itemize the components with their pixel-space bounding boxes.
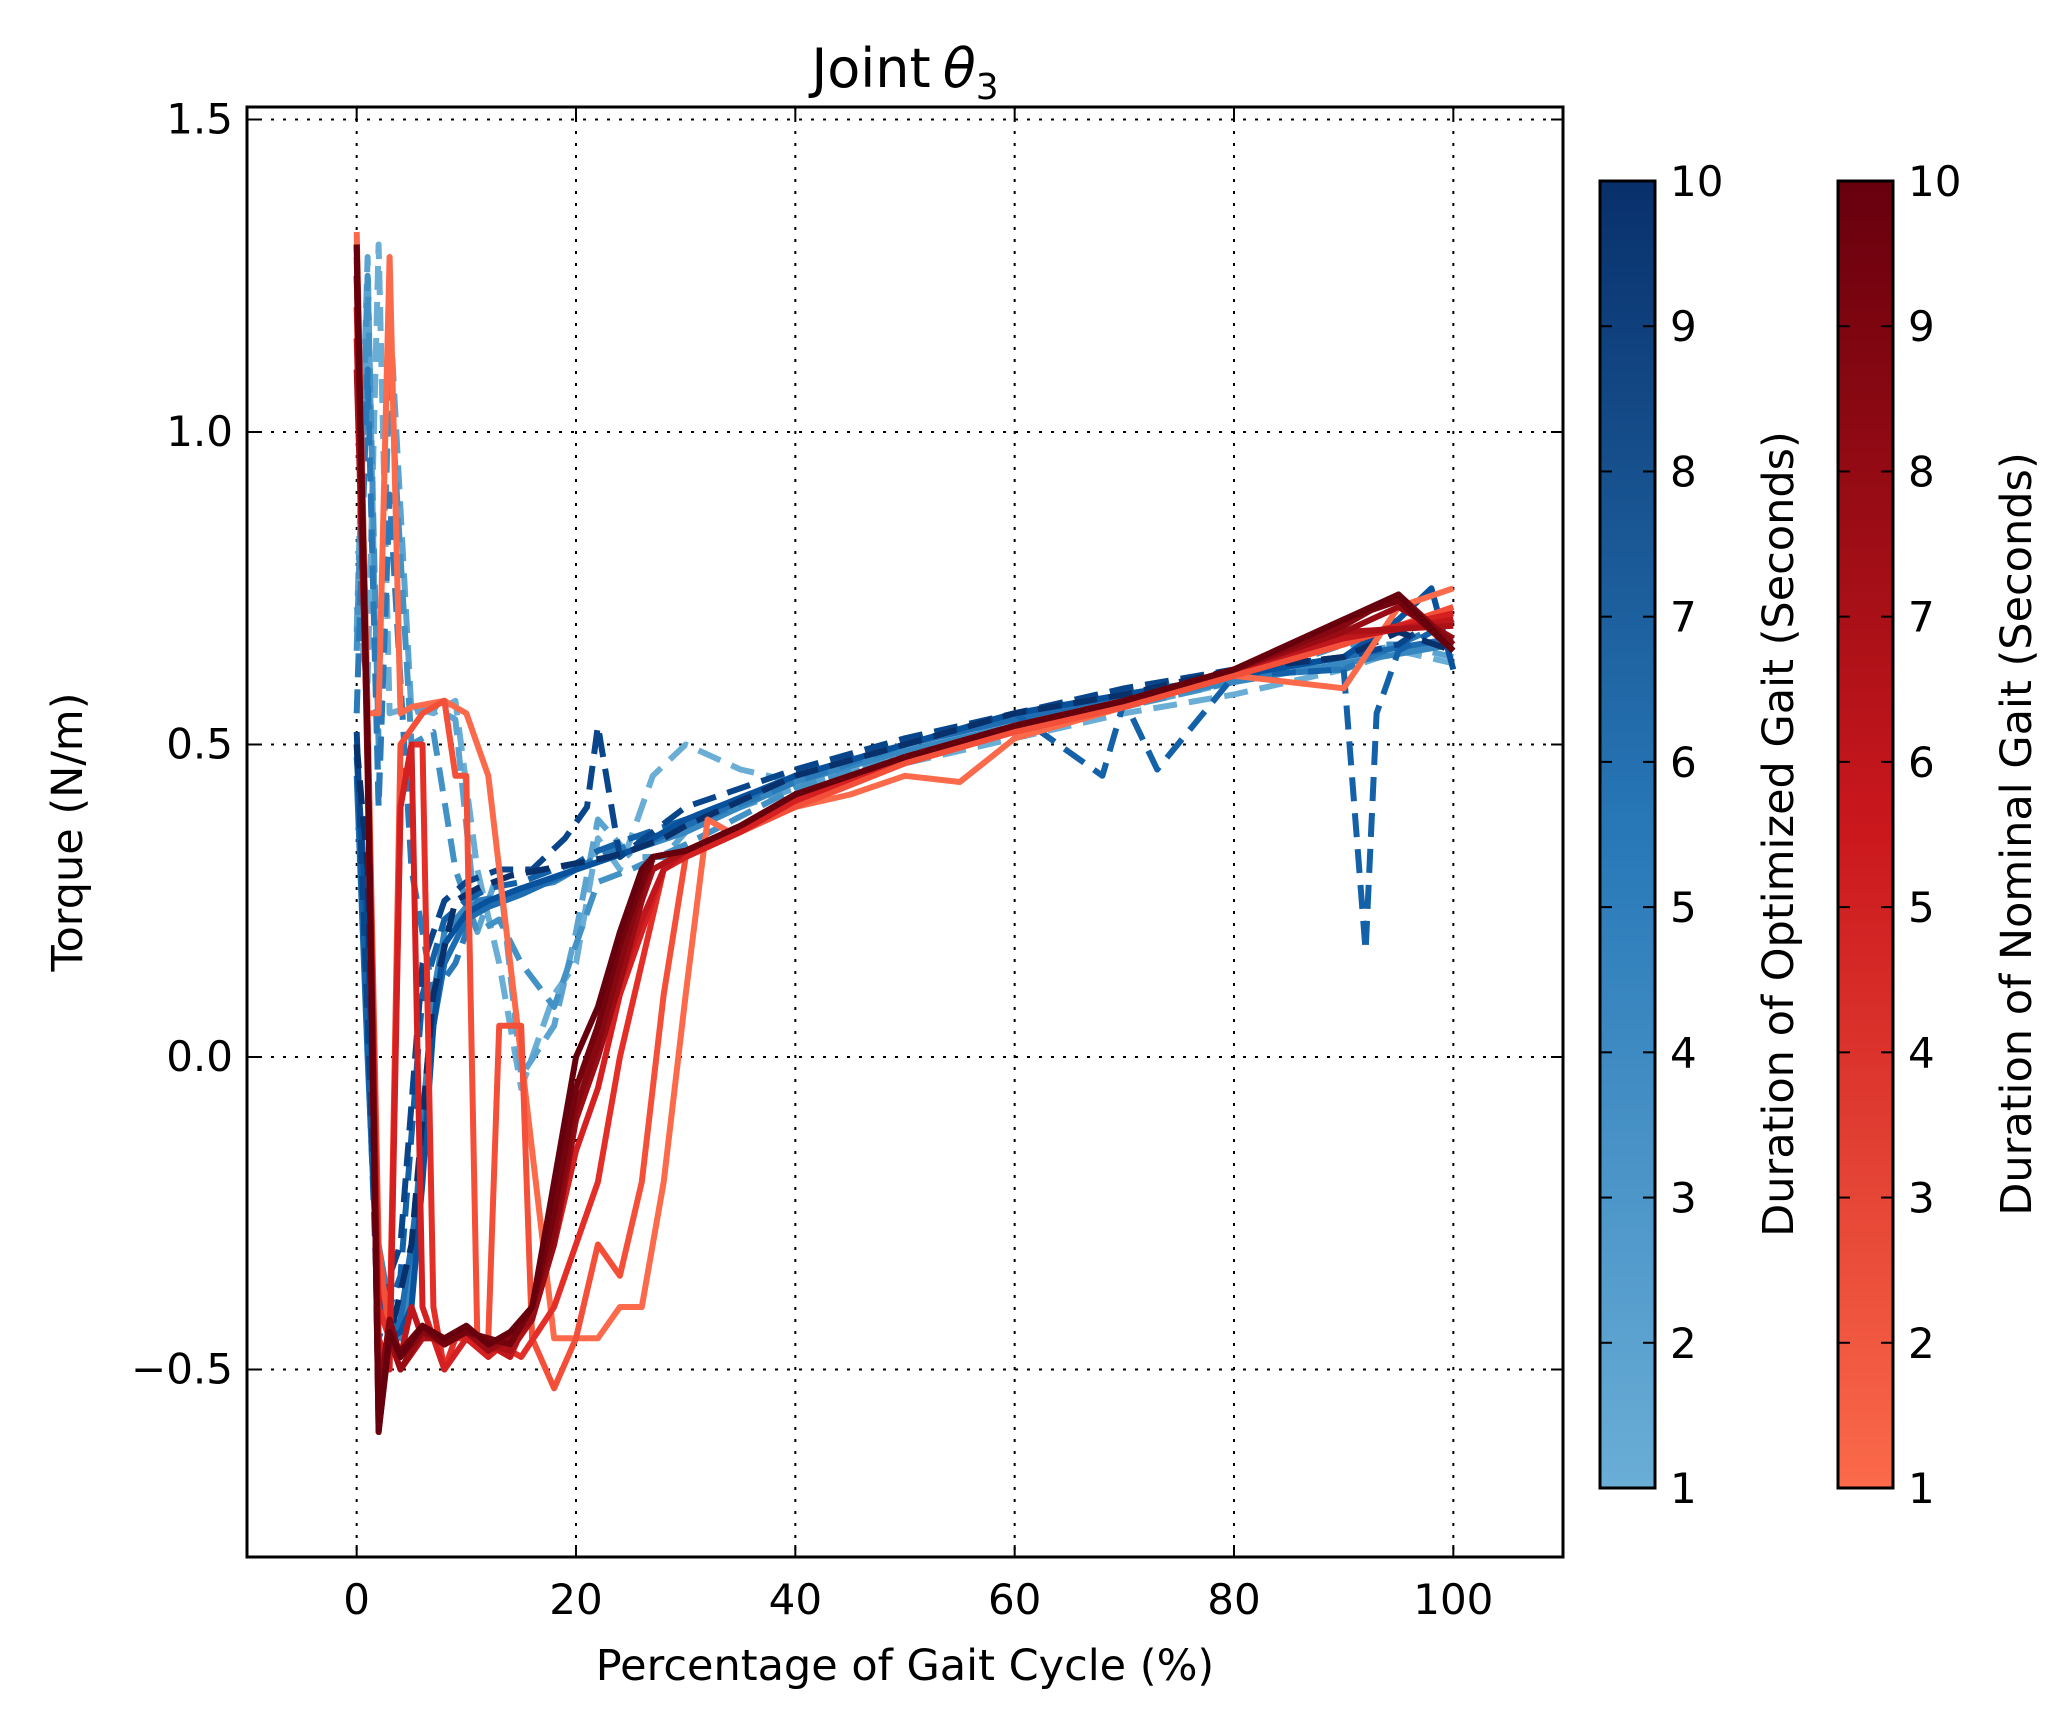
optimized-gait-line-7 xyxy=(353,616,1455,1342)
series-lines xyxy=(353,231,1457,1435)
y-tick-label: 0.5 xyxy=(166,720,233,769)
x-axis-label: Percentage of Gait Cycle (%) xyxy=(596,1641,1214,1691)
colorbar-tick-label: 1 xyxy=(1908,1464,1935,1513)
colorbar-tick-label: 7 xyxy=(1670,593,1697,642)
colorbar-optimized-label: Duration of Optimized Gait (Seconds) xyxy=(1754,431,1804,1237)
colorbar-tick-label: 2 xyxy=(1670,1319,1697,1368)
colorbar-nominal: 1 2 3 4 5 6 7 8 9 10 Duration of Nominal Gait (Se… xyxy=(1836,157,2042,1513)
colorbar-tick-label: 3 xyxy=(1670,1174,1697,1223)
colorbar-tick-label: 4 xyxy=(1908,1028,1935,1077)
y-tick-label: 1.0 xyxy=(166,407,233,456)
nominal-gait-line-8 xyxy=(353,256,1456,1404)
colorbar-optimized-ticks: 1 2 3 4 5 6 7 8 9 10 xyxy=(1600,157,1723,1513)
x-tick-label: 0 xyxy=(343,1575,370,1624)
colorbar-tick-label: 10 xyxy=(1670,157,1723,206)
optimized-gait-line-3 xyxy=(353,272,1454,1010)
colorbar-tick-label: 9 xyxy=(1670,302,1697,351)
title-subscript: 3 xyxy=(976,67,999,108)
x-tick-label: 20 xyxy=(549,1575,602,1624)
title-word: Joint xyxy=(808,37,930,100)
y-tick-label: −0.5 xyxy=(131,1345,233,1394)
nominal-gait-line-7 xyxy=(353,244,1455,1423)
colorbar-tick-label: 4 xyxy=(1670,1028,1697,1077)
colorbar-tick-label: 8 xyxy=(1908,447,1935,496)
y-tick-label: 0.0 xyxy=(166,1032,233,1081)
colorbar-tick-label: 1 xyxy=(1670,1464,1697,1513)
colorbar-nominal-ticks: 1 2 3 4 5 6 7 8 9 10 xyxy=(1838,157,1961,1513)
nominal-gait-line-10 xyxy=(353,244,1456,1435)
nominal-gait-line-9 xyxy=(353,275,1456,1435)
y-tick-label: 1.5 xyxy=(166,95,233,144)
nominal-gait-line-1 xyxy=(353,231,1455,1342)
x-tick-label: 100 xyxy=(1413,1575,1493,1624)
title-symbol: θ xyxy=(943,37,976,100)
colorbar-tick-label: 8 xyxy=(1670,447,1697,496)
chart-title: Joint θ3 xyxy=(808,37,998,108)
plot-frame xyxy=(245,105,1565,1559)
y-axis-label: Torque (N/m) xyxy=(43,693,93,973)
colorbar-tick-label: 6 xyxy=(1670,738,1697,787)
colorbar-optimized-gradient xyxy=(1598,179,1657,1490)
colorbar-tick-label: 5 xyxy=(1670,883,1697,932)
axis-ticks: 0 20 40 60 80 100 −0.5 0.0 0.5 1.0 1.5 xyxy=(131,95,1563,1624)
colorbar-nominal-label: Duration of Nominal Gait (Seconds) xyxy=(1992,452,2042,1215)
nominal-gait-line-2 xyxy=(353,244,1455,1392)
colorbar-tick-label: 10 xyxy=(1908,157,1961,206)
optimized-gait-line-1 xyxy=(353,241,1454,1092)
x-tick-label: 80 xyxy=(1207,1575,1260,1624)
x-tick-label: 40 xyxy=(769,1575,822,1624)
colorbar-tick-label: 2 xyxy=(1908,1319,1935,1368)
colorbar-nominal-gradient xyxy=(1836,179,1895,1490)
colorbar-tick-label: 3 xyxy=(1908,1174,1935,1223)
colorbar-tick-label: 9 xyxy=(1908,302,1935,351)
nominal-gait-line-5 xyxy=(353,338,1454,1373)
optimized-gait-line-8 xyxy=(353,585,1457,1342)
nominal-gait-line-3 xyxy=(353,275,1454,1373)
colorbar-tick-label: 7 xyxy=(1908,593,1935,642)
colorbar-tick-label: 6 xyxy=(1908,738,1935,787)
nominal-gait-line-4 xyxy=(353,306,1454,1373)
x-tick-label: 60 xyxy=(988,1575,1041,1624)
colorbar-tick-label: 5 xyxy=(1908,883,1935,932)
optimized-gait-line-9 xyxy=(353,604,1455,1310)
optimized-gait-line-4 xyxy=(353,641,1454,1342)
colorbar-optimized: 1 2 3 4 5 6 7 8 9 10 Duration of Optimized Gait (… xyxy=(1598,157,1804,1513)
